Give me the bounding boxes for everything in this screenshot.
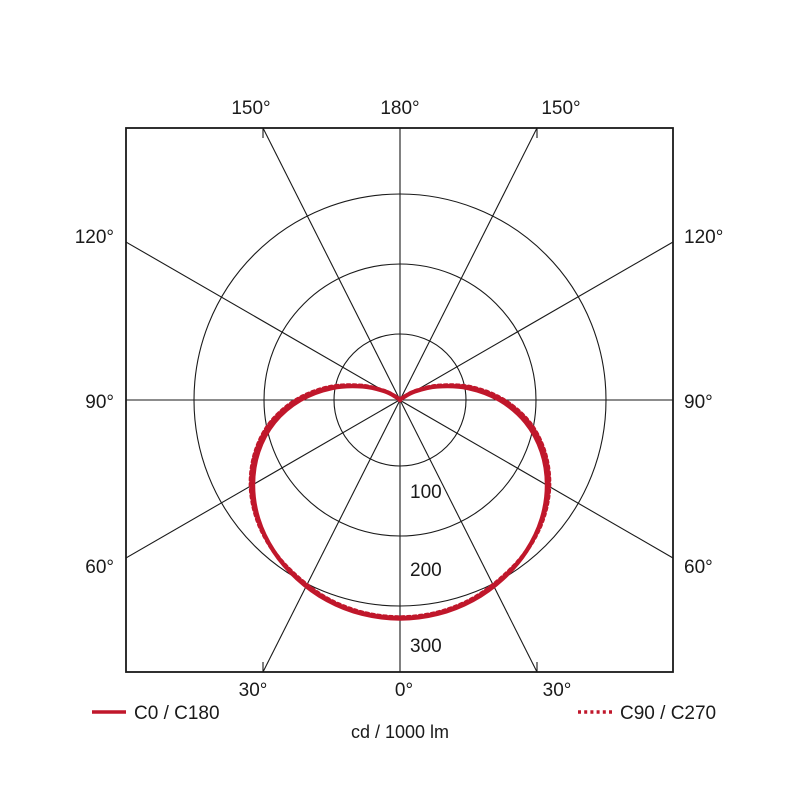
unit-label: cd / 1000 lm	[351, 722, 449, 742]
frame-ticks	[262, 128, 538, 672]
curve-c90-c270	[248, 383, 552, 620]
angle-label-left-120: 120°	[75, 227, 114, 248]
angle-label-right-60: 60°	[684, 557, 713, 578]
radial-labels: 100 200 300	[408, 480, 445, 660]
angle-label-bottom-left: 30°	[239, 680, 268, 701]
angle-label-left-90: 90°	[85, 392, 114, 413]
radial-label-300: 300	[410, 636, 442, 657]
angle-label-bottom-center: 0°	[395, 680, 413, 701]
angle-label-top-center: 180°	[380, 98, 419, 119]
angle-label-left-60: 60°	[85, 557, 114, 578]
grid-ring-300	[193, 193, 607, 607]
angle-label-right-90: 90°	[684, 392, 713, 413]
angle-label-bottom-right: 30°	[543, 680, 572, 701]
legend-label-c0-c180: C0 / C180	[134, 703, 220, 724]
angle-labels: 150° 180° 150° 30° 0° 30° 120° 90° 60° 1…	[75, 98, 724, 701]
angle-label-top-left: 150°	[231, 98, 270, 119]
legend: C0 / C180 C90 / C270 cd / 1000 lm	[92, 703, 716, 742]
radial-label-100: 100	[410, 482, 442, 503]
angle-label-right-120: 120°	[684, 227, 723, 248]
grid-ring-200	[263, 263, 537, 537]
angle-label-top-right: 150°	[541, 98, 580, 119]
distribution-curves	[248, 383, 552, 621]
legend-label-c90-c270: C90 / C270	[620, 703, 716, 724]
polar-grid	[125, 127, 674, 673]
radial-label-200: 200	[410, 560, 442, 581]
grid-ring-100	[333, 333, 467, 467]
